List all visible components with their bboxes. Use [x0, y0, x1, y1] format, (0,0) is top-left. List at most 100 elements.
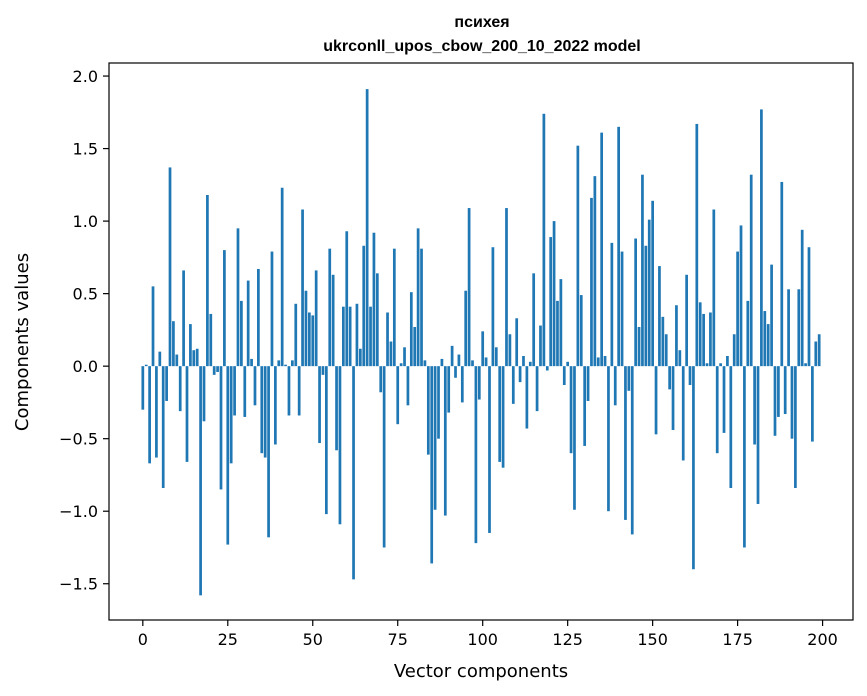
- bar-46: [297, 366, 301, 416]
- bar-64: [358, 348, 362, 367]
- bar-19: [206, 194, 209, 367]
- x-axis-ticks: 0 25 50 75 100 125 150 175 200: [138, 620, 838, 649]
- bar-39: [274, 366, 277, 445]
- chart-title: психея: [454, 14, 509, 31]
- bar-128: [576, 145, 580, 367]
- bar-83: [423, 360, 427, 367]
- bar-53: [321, 366, 325, 375]
- bar-165: [702, 313, 705, 367]
- bar-139: [613, 366, 617, 406]
- bar-14: [189, 324, 192, 367]
- bar-63: [355, 303, 359, 367]
- bar-55: [328, 248, 332, 367]
- plot-frame: [108, 62, 854, 621]
- bar-140: [617, 126, 621, 367]
- bar-122: [556, 300, 559, 367]
- bar-5: [158, 351, 162, 367]
- bar-177: [743, 366, 746, 548]
- bar-35: [260, 366, 264, 454]
- y-axis-ticks: −1.5 −1.0 −0.5 0.0 0.5 1.0 1.5 2.0: [59, 67, 109, 594]
- bar-44: [291, 360, 294, 367]
- bar-84: [426, 366, 430, 455]
- bar-87: [437, 366, 440, 439]
- bar-121: [552, 221, 556, 367]
- bar-51: [314, 270, 318, 367]
- bar-144: [630, 366, 634, 535]
- bar-157: [675, 305, 678, 367]
- bar-67: [369, 306, 372, 367]
- bar-194: [800, 229, 804, 367]
- bar-32: [250, 358, 253, 367]
- bar-112: [522, 356, 525, 367]
- bar-153: [661, 316, 665, 367]
- bar-173: [729, 366, 733, 489]
- bar-125: [566, 361, 570, 367]
- bar-113: [525, 366, 529, 429]
- bar-80: [413, 326, 417, 367]
- bar-145: [634, 238, 638, 367]
- x-tick-label: 125: [552, 630, 583, 649]
- bar-196: [807, 247, 811, 367]
- bar-10: [175, 354, 179, 367]
- bar-179: [749, 174, 753, 367]
- bar-175: [736, 251, 739, 367]
- bar-184: [766, 324, 770, 367]
- bar-182: [760, 109, 763, 367]
- bar-3: [151, 286, 155, 367]
- x-tick-label: 25: [218, 630, 238, 649]
- x-tick-label: 200: [807, 630, 838, 649]
- bar-79: [409, 292, 413, 367]
- bar-104: [494, 347, 498, 367]
- bar-188: [780, 181, 784, 367]
- bar-115: [532, 273, 536, 367]
- bar-118: [542, 113, 546, 367]
- bar-30: [243, 366, 247, 417]
- bar-11: [178, 366, 182, 412]
- bar-59: [341, 306, 345, 367]
- bar-155: [668, 366, 671, 390]
- bar-43: [287, 366, 291, 416]
- bar-6: [161, 366, 165, 489]
- bar-24: [223, 250, 226, 367]
- bar-168: [712, 209, 716, 367]
- bar-76: [399, 363, 403, 367]
- bar-109: [511, 366, 515, 404]
- bar-120: [549, 237, 553, 367]
- bar-12: [182, 270, 185, 367]
- bar-8: [168, 167, 172, 367]
- bar-45: [294, 303, 298, 367]
- bar-2: [148, 366, 151, 464]
- bar-38: [270, 251, 274, 367]
- bar-159: [681, 366, 685, 461]
- x-axis-label: Vector components: [394, 661, 568, 682]
- bar-58: [338, 366, 342, 525]
- bar-178: [746, 300, 750, 367]
- bar-29: [240, 300, 243, 367]
- bar-96: [467, 208, 471, 367]
- bar-34: [257, 268, 260, 367]
- x-tick-label: 100: [467, 630, 498, 649]
- bar-183: [763, 311, 767, 367]
- bar-156: [671, 366, 675, 430]
- bar-103: [491, 247, 495, 367]
- bar-50: [311, 315, 315, 367]
- bar-72: [386, 312, 389, 367]
- bar-110: [515, 318, 519, 367]
- bar-172: [726, 356, 729, 367]
- bar-149: [647, 219, 651, 367]
- y-tick-label: 1.5: [73, 140, 98, 159]
- bar-135: [600, 132, 604, 367]
- bar-167: [709, 312, 712, 367]
- bar-174: [732, 334, 736, 367]
- bar-20: [209, 313, 213, 367]
- bar-195: [804, 363, 807, 367]
- bar-108: [508, 334, 512, 367]
- bar-136: [603, 356, 607, 367]
- y-tick-label: −1.0: [59, 502, 98, 521]
- bar-82: [420, 248, 423, 367]
- bar-131: [586, 366, 590, 401]
- bar-191: [790, 366, 794, 439]
- x-tick-label: 175: [722, 630, 753, 649]
- bar-25: [226, 366, 230, 545]
- bar-164: [698, 302, 702, 367]
